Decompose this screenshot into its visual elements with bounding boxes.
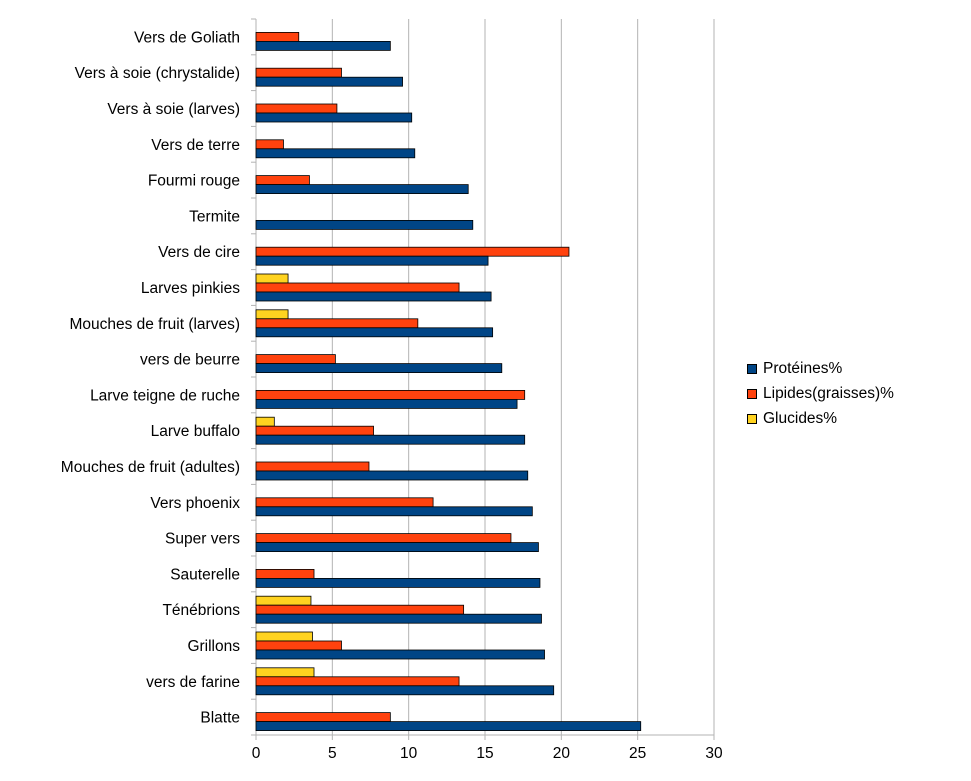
bar xyxy=(255,318,419,329)
category-label: Ténébrions xyxy=(162,602,240,619)
bar xyxy=(255,246,570,257)
legend-swatch-proteines xyxy=(747,363,757,374)
x-tick-label: 0 xyxy=(252,745,261,762)
bar xyxy=(255,309,289,320)
bar xyxy=(255,604,465,615)
bar xyxy=(255,398,518,409)
legend: Protéines% Lipides(graisses)% Glucides% xyxy=(747,356,894,431)
category-label: Larve buffalo xyxy=(151,423,240,440)
legend-swatch-glucides xyxy=(747,413,757,424)
bar xyxy=(255,595,312,606)
bar xyxy=(255,676,460,687)
bar xyxy=(255,389,526,400)
bar xyxy=(255,569,315,579)
legend-label-lipides: Lipides(graisses)% xyxy=(763,384,894,402)
category-label: Sauterelle xyxy=(170,566,240,583)
bar xyxy=(255,67,342,78)
legend-label-proteines: Protéines% xyxy=(763,359,843,377)
category-label: Fourmi rouge xyxy=(148,173,240,190)
x-tick-label: 10 xyxy=(400,745,418,762)
bar xyxy=(255,291,492,302)
category-label: Vers de cire xyxy=(158,244,240,261)
bar xyxy=(255,649,545,660)
legend-swatch-lipides xyxy=(747,388,757,399)
category-label: Vers de terre xyxy=(151,137,240,154)
bar xyxy=(255,139,284,150)
bar xyxy=(255,497,434,508)
category-label: Grillons xyxy=(187,638,240,655)
bar xyxy=(255,282,460,293)
x-tick-label: 5 xyxy=(328,745,337,762)
bar xyxy=(255,354,336,365)
category-label: Mouches de fruit (larves) xyxy=(69,316,240,333)
bar xyxy=(255,219,474,230)
bar xyxy=(255,631,313,642)
bar xyxy=(255,685,555,696)
x-tick-label: 25 xyxy=(629,745,646,762)
category-label: Blatte xyxy=(200,710,240,727)
legend-item-proteines: Protéines% xyxy=(747,356,894,381)
category-label: Vers de Goliath xyxy=(134,29,240,46)
x-tick-label: 20 xyxy=(553,745,571,762)
bar xyxy=(255,416,275,427)
x-tick-label: 30 xyxy=(705,745,723,762)
bar xyxy=(255,273,289,284)
category-label: Larves pinkies xyxy=(141,280,240,297)
bar xyxy=(255,76,403,87)
bar xyxy=(255,327,494,338)
category-label: Super vers xyxy=(165,531,240,548)
category-label: Mouches de fruit (adultes) xyxy=(61,459,240,476)
bar xyxy=(255,363,503,374)
bar xyxy=(255,533,512,543)
bar xyxy=(255,41,391,51)
bar xyxy=(255,184,469,195)
category-label: vers de beurre xyxy=(140,352,240,369)
category-label: Larve teigne de ruche xyxy=(90,387,240,404)
category-label: Vers à soie (chrystalide) xyxy=(75,65,240,82)
bar xyxy=(255,32,300,42)
bar xyxy=(255,425,374,436)
bar xyxy=(255,542,539,552)
bar xyxy=(255,434,526,445)
bar xyxy=(255,667,315,678)
category-label: Termite xyxy=(189,208,240,225)
legend-item-glucides: Glucides% xyxy=(747,406,894,431)
bar xyxy=(255,721,642,731)
bar xyxy=(255,613,542,624)
bar xyxy=(255,255,489,266)
bar xyxy=(255,506,533,517)
category-label: Vers à soie (larves) xyxy=(107,101,240,118)
bar xyxy=(255,175,310,186)
bar xyxy=(255,103,338,114)
bar xyxy=(255,112,413,123)
bar xyxy=(255,712,391,722)
bar xyxy=(255,640,342,651)
x-tick-label: 15 xyxy=(476,745,493,762)
bar xyxy=(255,470,529,481)
category-label: vers de farine xyxy=(146,674,240,691)
bar xyxy=(255,578,541,588)
legend-label-glucides: Glucides% xyxy=(763,409,838,427)
category-label: Vers phoenix xyxy=(150,495,240,512)
bar xyxy=(255,461,370,472)
legend-item-lipides: Lipides(graisses)% xyxy=(747,381,894,406)
bar xyxy=(255,148,416,159)
